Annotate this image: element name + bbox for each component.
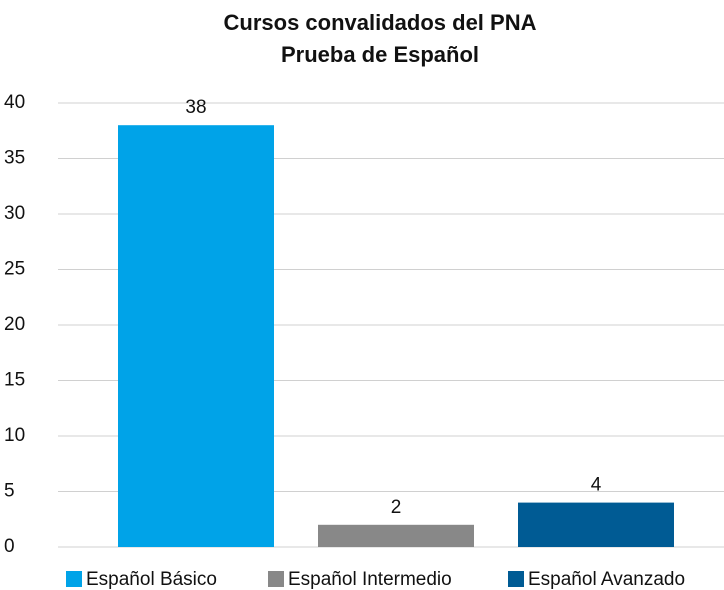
- data-label: 2: [391, 497, 402, 518]
- y-tick-label: 20: [4, 314, 25, 335]
- chart-title: Cursos convalidados del PNA: [224, 10, 537, 35]
- legend-label: Español Intermedio: [288, 569, 452, 590]
- data-label: 4: [591, 475, 602, 496]
- chart-subtitle: Prueba de Español: [281, 42, 479, 67]
- legend-swatch: [66, 571, 82, 587]
- legend-swatch: [508, 571, 524, 587]
- y-tick-label: 40: [4, 92, 25, 113]
- y-tick-label: 30: [4, 203, 25, 224]
- bar: [518, 502, 674, 547]
- data-label: 38: [185, 97, 206, 118]
- y-tick-label: 10: [4, 425, 25, 446]
- legend-label: Español Básico: [86, 569, 217, 590]
- y-tick-label: 15: [4, 370, 25, 391]
- legend-swatch: [268, 571, 284, 587]
- legend-label: Español Avanzado: [528, 569, 685, 590]
- y-tick-label: 0: [4, 536, 15, 557]
- y-tick-label: 5: [4, 481, 15, 502]
- y-tick-label: 25: [4, 259, 25, 280]
- bar: [318, 524, 474, 547]
- y-tick-label: 35: [4, 148, 25, 169]
- bar: [118, 125, 274, 547]
